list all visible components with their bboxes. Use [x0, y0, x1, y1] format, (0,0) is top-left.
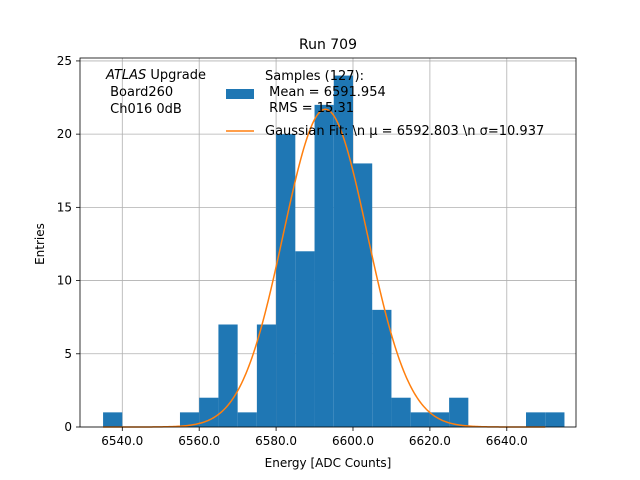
y-axis-label: Entries — [33, 223, 47, 265]
board-label: Board260 — [106, 85, 173, 100]
histogram-bar — [545, 412, 565, 427]
histogram-bar — [314, 104, 334, 427]
x-tick-label: 6540.0 — [101, 434, 143, 448]
histogram-bar — [391, 397, 411, 427]
histogram-bar — [295, 251, 315, 427]
legend-fit-label: Gaussian Fit: \n μ = 6592.803 \n σ=10.93… — [265, 124, 544, 139]
histogram-bar — [103, 412, 123, 427]
histogram-bar — [333, 75, 353, 428]
histogram-bar — [449, 397, 469, 427]
upgrade-label: Upgrade — [146, 68, 206, 83]
legend-hist-line-1: Samples (127): — [265, 69, 364, 84]
histogram-bar — [218, 324, 238, 427]
annotation-box: ATLAS Upgrade Board260 Ch016 0dB — [105, 68, 206, 117]
svg-text:ATLAS Upgrade: ATLAS Upgrade — [105, 68, 206, 83]
histogram-bar — [410, 412, 430, 427]
y-tick-label: 20 — [57, 127, 72, 141]
histogram-bar — [179, 412, 200, 427]
histogram-bar — [276, 134, 296, 427]
y-tick-label: 0 — [64, 420, 72, 434]
channel-label: Ch016 0dB — [106, 102, 182, 117]
x-tick-label: 6640.0 — [486, 434, 528, 448]
y-tick-label: 10 — [57, 274, 72, 288]
x-tick-label: 6560.0 — [178, 434, 220, 448]
histogram-bar — [237, 412, 257, 427]
axis-ticks: 6540.0 6560.0 6580.0 6600.0 6620.0 6640.0 0 5 10… — [57, 54, 528, 448]
histogram-bar — [199, 397, 219, 427]
y-tick-label: 25 — [57, 54, 72, 68]
x-axis-label: Energy [ADC Counts] — [265, 456, 392, 470]
x-tick-label: 6620.0 — [409, 434, 451, 448]
legend-hist-swatch — [226, 89, 254, 99]
axes-frame — [79, 57, 577, 428]
histogram-bar — [372, 309, 392, 427]
gaussian-fit-curve — [103, 108, 546, 428]
histogram-bar — [352, 163, 373, 427]
histogram-bar — [526, 412, 546, 427]
histogram-bar — [256, 324, 277, 427]
x-tick-label: 6600.0 — [332, 434, 374, 448]
atlas-label: ATLAS — [105, 68, 146, 83]
legend-hist-line-3: RMS = 15.31 — [265, 101, 354, 116]
y-tick-label: 15 — [57, 200, 72, 214]
chart-title: Run 709 — [299, 37, 357, 53]
legend-hist-line-2: Mean = 6591.954 — [265, 85, 386, 100]
legend: Samples (127): Mean = 6591.954 RMS = 15.… — [226, 69, 544, 139]
x-tick-label: 6580.0 — [255, 434, 297, 448]
y-tick-label: 5 — [64, 347, 72, 361]
